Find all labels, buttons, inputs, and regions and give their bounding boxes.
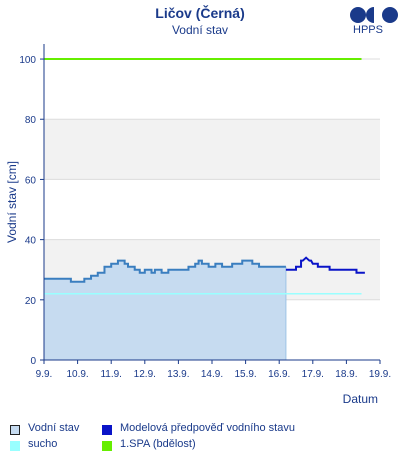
legend-label-predpoved: Modelová předpověď vodního stavu: [120, 422, 295, 434]
legend-swatch-spa: [102, 441, 112, 451]
legend-label-sucho: sucho: [28, 438, 58, 450]
x-tick-label: 17.9.: [302, 369, 324, 380]
x-tick-label: 16.9.: [268, 369, 290, 380]
x-tick-label: 15.9.: [234, 369, 256, 380]
observed-area: [44, 260, 286, 360]
y-tick-label: 80: [25, 115, 37, 126]
legend-label-vodni-stav: Vodní stav: [28, 422, 80, 434]
x-tick-label: 18.9.: [335, 369, 357, 380]
logo-text: HPPS: [353, 24, 383, 36]
x-tick-label: 11.9.: [100, 369, 122, 380]
x-tick-label: 10.9.: [66, 369, 88, 380]
observed-line: [44, 259, 286, 283]
x-tick-label: 9.9.: [36, 369, 53, 380]
y-tick-label: 100: [19, 55, 36, 66]
hpps-logo-icon: [350, 7, 398, 23]
y-axis-label: Vodní stav [cm]: [5, 161, 19, 243]
y-tick-label: 40: [25, 236, 37, 247]
x-axis-label: Datum: [343, 392, 378, 406]
y-tick-label: 20: [25, 296, 37, 307]
shaded-band: [44, 119, 380, 180]
legend-swatch-predpoved: [102, 425, 112, 435]
legend-swatch-vodni-stav: [10, 425, 20, 435]
chart-subtitle: Vodní stav: [171, 23, 229, 37]
x-tick-label: 13.9.: [167, 369, 189, 380]
y-tick-label: 0: [30, 356, 36, 367]
y-tick-label: 60: [25, 175, 37, 186]
x-tick-label: 19.9.: [369, 369, 391, 380]
chart-title: Ličov (Černá): [155, 5, 245, 21]
legend-swatch-sucho: [10, 441, 20, 451]
x-tick-label: 14.9.: [201, 369, 223, 380]
forecast-line: [285, 256, 365, 274]
x-tick-label: 12.9.: [134, 369, 156, 380]
legend-label-spa: 1.SPA (bdělost): [120, 438, 196, 450]
